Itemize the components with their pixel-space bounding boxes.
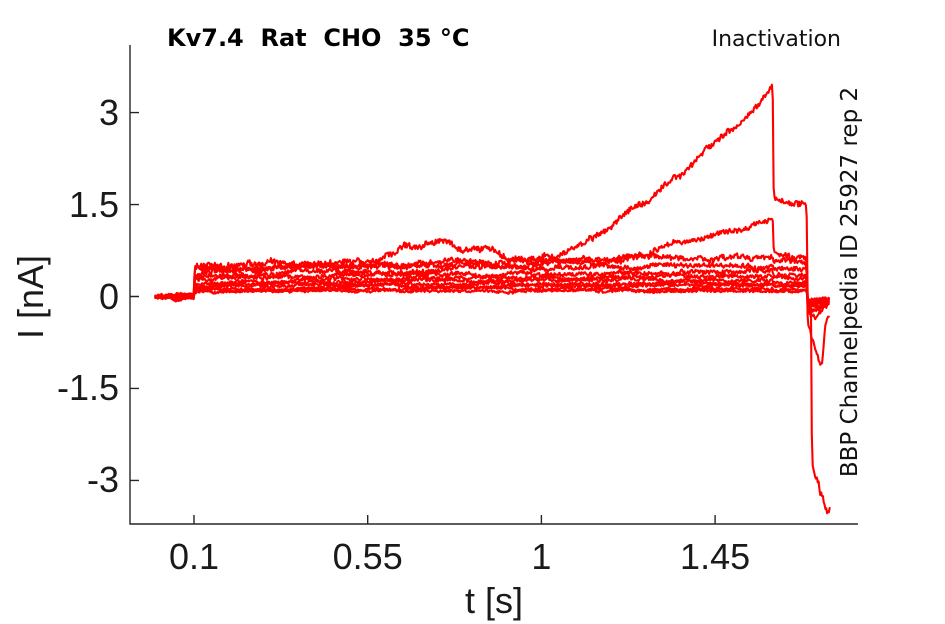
protocol-label: Inactivation — [711, 27, 841, 52]
x-tick-label-0.55: 0.55 — [332, 536, 403, 577]
x-tick-label-1: 1 — [531, 536, 552, 577]
trace-sweep-06 — [154, 272, 830, 309]
y-tick-label-3: 3 — [98, 91, 119, 133]
x-tick-label-1.45: 1.45 — [680, 536, 751, 577]
x-axis-label: t [s] — [464, 580, 524, 621]
y-tick-label-0: 0 — [98, 275, 119, 317]
y-tick-label--1.5: -1.5 — [56, 367, 119, 409]
trace-sweep-10 — [154, 217, 830, 366]
axes — [129, 45, 858, 525]
x-tick-label-0.1: 0.1 — [168, 536, 220, 577]
current-traces — [154, 83, 831, 515]
trace-sweep-07 — [154, 267, 830, 314]
y-tick-label-1.5: 1.5 — [68, 183, 119, 225]
trace-sweep-11 — [154, 83, 831, 515]
axis-spines-and-ticks — [129, 45, 858, 525]
y-tick-label--3: -3 — [86, 459, 119, 501]
right-annotation: BBP Channelpedia ID 25927 rep 2 — [837, 86, 863, 478]
plot-title: Kv7.4 Rat CHO 35 °C — [167, 24, 470, 52]
